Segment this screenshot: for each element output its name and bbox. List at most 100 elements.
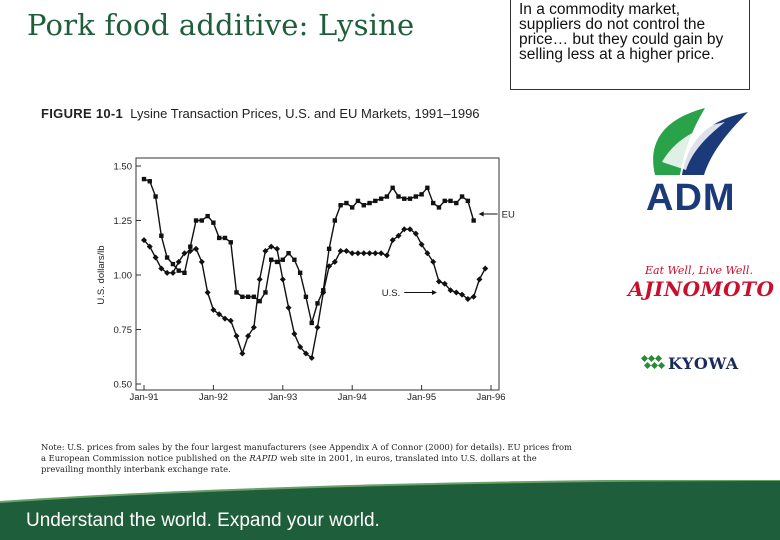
us-point xyxy=(401,226,408,233)
eu-point xyxy=(361,203,366,208)
us-point xyxy=(326,263,333,270)
us-point xyxy=(245,333,252,340)
us-point xyxy=(430,258,437,265)
eu-point xyxy=(471,218,476,223)
eu-point xyxy=(216,235,222,241)
us-point xyxy=(239,350,246,357)
eu-point xyxy=(269,257,274,262)
us-point xyxy=(308,354,315,361)
ajinomoto-tagline: Eat Well, Live Well. xyxy=(645,264,753,277)
series-label-us: U.S. xyxy=(382,288,400,299)
us-point xyxy=(470,293,477,300)
us-point xyxy=(227,317,234,324)
figure-note-text: Note: U.S. prices from sales by the four… xyxy=(41,442,572,463)
us-point xyxy=(216,311,223,318)
us-point xyxy=(193,245,200,252)
us-point xyxy=(152,254,159,261)
us-point xyxy=(141,237,147,244)
us-point xyxy=(268,243,275,250)
us-point xyxy=(337,248,344,255)
us-point xyxy=(354,250,361,257)
eu-point xyxy=(355,198,361,204)
eu-point xyxy=(170,261,176,267)
us-point xyxy=(291,330,298,337)
eu-point xyxy=(459,194,465,199)
eu-point xyxy=(326,246,332,252)
us-point xyxy=(233,333,240,340)
chart-labels: 0.50 0.75 1.00 1.25 1.50 Jan-91 Jan-92 Jan-93 Ja… xyxy=(96,162,515,404)
us-point xyxy=(256,276,263,283)
eu-point xyxy=(164,255,170,260)
x-tick-label: Jan-96 xyxy=(476,392,505,403)
us-point xyxy=(204,289,211,296)
series-line-eu xyxy=(143,178,475,324)
kyowa-logo-mark xyxy=(640,354,666,370)
eu-point xyxy=(430,200,436,206)
us-point xyxy=(476,276,483,283)
eu-point xyxy=(378,196,384,201)
us-point xyxy=(164,269,171,276)
footer-slogan: Understand the world. Expand your world. xyxy=(26,510,380,531)
us-point xyxy=(198,258,205,265)
us-point xyxy=(314,324,321,331)
eu-point xyxy=(454,200,459,206)
eu-point xyxy=(182,270,187,276)
us-point xyxy=(482,265,489,272)
us-point xyxy=(187,248,194,255)
series-label-eu: EU xyxy=(502,209,515,220)
us-point xyxy=(175,258,182,265)
us-point xyxy=(418,241,425,248)
us-point xyxy=(302,350,309,357)
eu-point xyxy=(402,196,407,201)
us-point xyxy=(441,280,448,287)
us-point xyxy=(372,250,379,257)
us-point xyxy=(146,243,153,250)
eu-point xyxy=(367,200,372,206)
plot-frame xyxy=(135,157,500,391)
us-point xyxy=(158,265,165,272)
eu-arrowhead xyxy=(478,211,484,217)
slide-title: Pork food additive: Lysine xyxy=(27,8,415,42)
figure-note-rest: web site in 2001, in euros, translated i… xyxy=(41,453,537,474)
footer-band xyxy=(0,480,780,540)
eu-point xyxy=(240,294,245,299)
x-tick-label: Jan-95 xyxy=(407,392,436,403)
us-point xyxy=(412,230,419,237)
us-point xyxy=(297,343,304,350)
eu-point xyxy=(436,205,442,210)
callout-box: In a commodity market, suppliers do not … xyxy=(510,0,750,90)
kyowa-logo-text: KYOWA xyxy=(668,354,739,373)
us-point xyxy=(320,289,327,296)
us-point xyxy=(383,252,390,259)
eu-point xyxy=(188,244,193,249)
us-point xyxy=(435,278,442,285)
x-tick-label: Jan-91 xyxy=(129,392,158,403)
eu-point xyxy=(234,290,239,295)
us-arrowhead xyxy=(431,289,437,295)
eu-point xyxy=(384,194,390,199)
eu-point xyxy=(193,218,199,223)
us-point xyxy=(389,237,396,244)
us-point xyxy=(250,324,257,331)
figure-title: FIGURE 10-1 Lysine Transaction Prices, U… xyxy=(41,106,480,121)
lysine-price-chart: 0.50 0.75 1.00 1.25 1.50 Jan-91 Jan-92 Jan-93 Ja… xyxy=(96,157,515,404)
x-tick-label: Jan-93 xyxy=(268,392,297,403)
adm-leaf-shape-3 xyxy=(662,122,725,170)
eu-point xyxy=(344,200,349,206)
us-point xyxy=(169,269,176,276)
eu-point xyxy=(315,301,320,306)
chart-marks xyxy=(141,176,489,361)
eu-point xyxy=(205,213,210,219)
eu-point xyxy=(211,220,216,225)
eu-point xyxy=(286,251,291,256)
us-point xyxy=(262,248,269,255)
y-tick-label: 1.25 xyxy=(114,216,133,227)
eu-point xyxy=(147,179,152,184)
figure-panel: FIGURE 10-1 Lysine Transaction Prices, U… xyxy=(35,98,580,490)
eu-point xyxy=(222,235,228,241)
figure-note: Note: U.S. prices from sales by the four… xyxy=(41,442,576,475)
x-tick-label: Jan-92 xyxy=(199,392,228,403)
eu-point xyxy=(413,194,419,199)
chart-lines xyxy=(143,178,486,360)
eu-point xyxy=(442,198,447,204)
